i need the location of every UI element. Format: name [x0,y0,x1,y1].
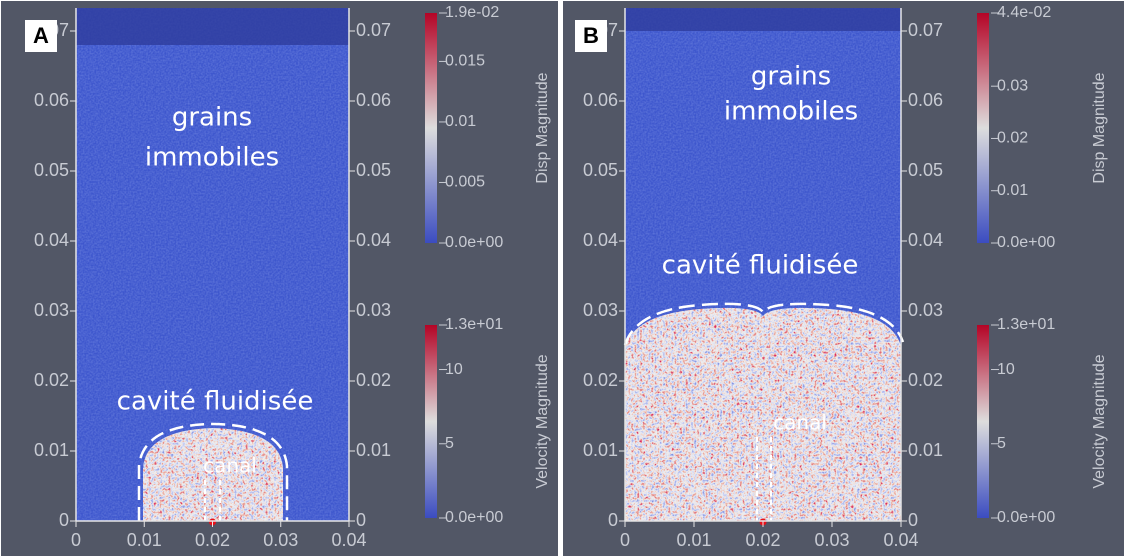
colorbar-label: 5 [997,435,1006,452]
x-tick-label: 0.04 [331,530,366,550]
x-tick-label: 0.02 [745,530,780,550]
panel-label: A [33,23,49,48]
x-tick-label: 0.02 [195,530,230,550]
y-tick-label: 0.02 [908,370,943,390]
y-tick-label: 0.05 [34,160,69,180]
y-tick-label: 0.03 [908,300,943,320]
colorbar-label: 0.03 [997,77,1028,94]
y-tick-label: 0.04 [908,230,943,250]
colorbar-label: 0.0e+00 [445,509,503,526]
y-tick-label: 0.02 [583,370,618,390]
y-tick-label: 0.02 [34,370,69,390]
colorbar-label: 0.0e+00 [445,234,503,251]
annotation: immobiles [145,143,279,173]
x-tick-label: 0 [620,530,630,550]
y-tick-label: 0.05 [583,160,618,180]
annotation: cavité fluidisée [117,387,314,417]
y-tick-label: 0.05 [908,160,943,180]
y-tick-label: 0.02 [356,370,391,390]
colorbar-label: 0.005 [445,174,485,191]
colorbar-title: Disp Magnitude [534,72,551,183]
y-tick-label: 0 [59,510,69,530]
x-tick-label: 0.01 [127,530,162,550]
annotation: grains [751,62,831,92]
annotation: grains [172,103,252,133]
colorbar [425,325,437,518]
colorbar-label: 10 [997,361,1015,378]
top-layer [625,8,901,31]
y-tick-label: 0.04 [583,230,618,250]
colorbar-title: Disp Magnitude [1091,72,1108,183]
y-tick-label: 0.05 [356,160,391,180]
figure: 000.010.010.020.020.030.030.040.040.050.… [0,0,1125,557]
annotation: immobiles [724,97,858,127]
colorbar-label: 4.4e-02 [997,4,1051,21]
colorbar-label: 0.02 [997,130,1028,147]
page: {"panels": [ {"label": "A", "xticks": [0… [0,0,1125,557]
y-tick-label: 0.06 [583,90,618,110]
colorbar-label: 0.0e+00 [997,509,1055,526]
y-tick-label: 0.07 [356,20,391,40]
colorbar-title: Velocity Magnitude [534,354,551,488]
y-tick-label: 0.01 [583,440,618,460]
y-tick-label: 0.07 [908,20,943,40]
y-tick-label: 0.01 [356,440,391,460]
y-tick-label: 0 [608,510,618,530]
y-tick-label: 0.03 [356,300,391,320]
fluidised-grains [625,300,901,521]
panel-label: B [583,23,599,48]
y-tick-label: 0.06 [34,90,69,110]
annotation: canal [773,411,827,435]
colorbar-label: 1.9e-02 [445,4,499,21]
y-tick-label: 0.01 [908,440,943,460]
colorbar-label: 0.0e+00 [997,234,1055,251]
y-tick-label: 0.06 [908,90,943,110]
colorbar [425,13,437,243]
colorbar-label: 1.3e+01 [445,316,503,333]
x-tick-label: 0 [71,530,81,550]
y-tick-label: 0.03 [583,300,618,320]
x-tick-label: 0.01 [676,530,711,550]
y-tick-label: 0.01 [34,440,69,460]
colorbar [977,13,989,243]
x-tick-label: 0.04 [883,530,918,550]
colorbar-label: 0.01 [997,182,1028,199]
y-tick-label: 0.06 [356,90,391,110]
colorbar [977,325,989,518]
x-tick-label: 0.03 [814,530,849,550]
colorbar-label: 10 [445,361,463,378]
y-tick-label: 0.03 [34,300,69,320]
annotation: cavité fluidisée [662,251,859,281]
x-tick-label: 0.03 [263,530,298,550]
y-tick-label: 0.04 [34,230,69,250]
colorbar-label: 1.3e+01 [997,316,1055,333]
top-layer [76,8,349,45]
colorbar-title: Velocity Magnitude [1091,354,1108,488]
colorbar-label: 0.01 [445,113,476,130]
y-tick-label: 0 [908,510,918,530]
colorbar-label: 0.015 [445,53,485,70]
y-tick-label: 0 [356,510,366,530]
annotation: canal [203,454,257,478]
y-tick-label: 0.04 [356,230,391,250]
colorbar-label: 5 [445,435,454,452]
